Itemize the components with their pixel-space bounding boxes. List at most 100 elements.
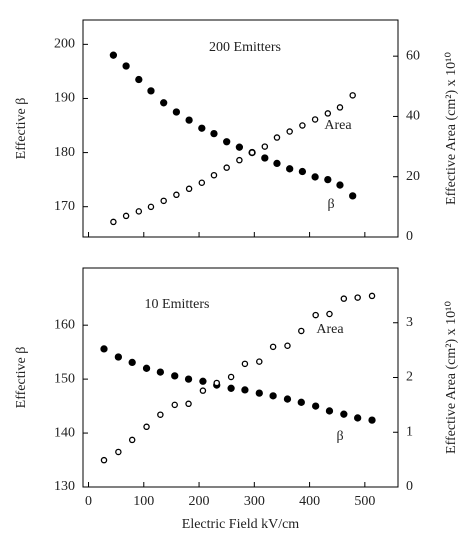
y2-tick-label: 0 [406,479,413,494]
data-point [128,436,136,444]
data-point [198,124,206,132]
data-point [349,92,356,99]
y-tick-label: 200 [54,37,75,52]
data-point [128,358,136,367]
plot-frame [82,267,399,488]
data-point [336,104,344,111]
data-point [100,456,108,464]
y-tick-label: 180 [54,145,75,160]
data-point [135,208,143,215]
data-point [326,310,333,318]
data-point [185,116,193,124]
data-point [368,416,376,424]
data-point [160,197,167,205]
y2-axis-label: Effective Area (cm²) x 10¹⁰ [444,301,459,454]
data-point [255,389,263,397]
y2-axis-label: Effective Area (cm²) x 10¹⁰ [444,52,459,205]
data-point [354,294,361,301]
data-point [199,377,207,385]
data-point [241,360,249,368]
annotation: 200 Emitters [209,40,281,55]
data-point [135,75,143,84]
y-axis-label: Effective β [14,347,29,409]
data-point [299,122,306,129]
data-point [100,345,108,353]
data-point [114,353,123,361]
data-point [147,203,155,211]
x-tick-label: 400 [299,494,320,509]
y2-tick-label: 1 [406,424,413,439]
x-tick-label: 100 [133,494,154,509]
data-point [298,327,305,335]
data-point [156,368,165,376]
data-point [109,51,118,59]
data-point [269,343,277,351]
data-point [157,411,164,418]
x-tick-label: 0 [85,494,92,509]
y-tick-label: 150 [54,371,75,386]
data-point [340,410,348,418]
data-point [184,375,193,383]
x-tick-label: 300 [244,494,265,509]
data-point [147,87,155,95]
data-point [312,402,320,410]
data-point [185,400,192,408]
data-point [213,379,220,387]
data-point [273,134,281,141]
series-label: Area [316,322,344,337]
data-point [223,138,231,146]
data-point [284,342,291,349]
y-tick-label: 140 [54,425,75,440]
y2-tick-label: 40 [406,109,420,124]
data-point [298,167,307,176]
data-point [241,386,249,394]
data-point [248,149,256,156]
data-point [354,414,362,422]
data-point [223,164,230,171]
x-tick-label: 200 [189,494,210,509]
data-point [122,62,130,70]
data-point [171,372,179,380]
data-point [235,143,244,151]
y-tick-label: 160 [54,317,75,332]
data-point [210,171,218,179]
x-tick-label: 500 [354,494,375,509]
data-point [160,99,168,107]
data-point [324,110,332,117]
data-point [198,179,206,186]
data-point [261,154,269,162]
y-axis-label: Effective β [14,98,29,160]
data-point [199,387,207,394]
annotation: 10 Emitters [145,297,210,312]
data-point [227,384,235,392]
data-point [324,175,332,184]
data-point [273,159,281,168]
series-label: β [336,429,343,444]
data-point [142,364,151,372]
data-point [311,116,319,123]
plot-frame [82,19,399,238]
data-point [286,165,294,173]
data-point [171,401,178,409]
data-point [269,392,277,400]
data-point [340,295,348,302]
data-point [185,185,193,193]
data-point [256,358,263,365]
y-tick-label: 130 [54,479,75,494]
y2-tick-label: 0 [406,229,413,244]
y2-tick-label: 2 [406,370,413,385]
y2-tick-label: 20 [406,169,420,184]
data-point [368,292,376,300]
data-point [261,143,269,150]
data-point [110,218,117,226]
series-label: Area [324,118,352,133]
data-point [312,311,319,319]
data-point [283,395,292,403]
data-point [227,373,235,381]
y2-tick-label: 3 [406,315,413,330]
y-tick-label: 170 [54,199,75,214]
data-point [143,423,150,431]
data-point [325,407,334,415]
